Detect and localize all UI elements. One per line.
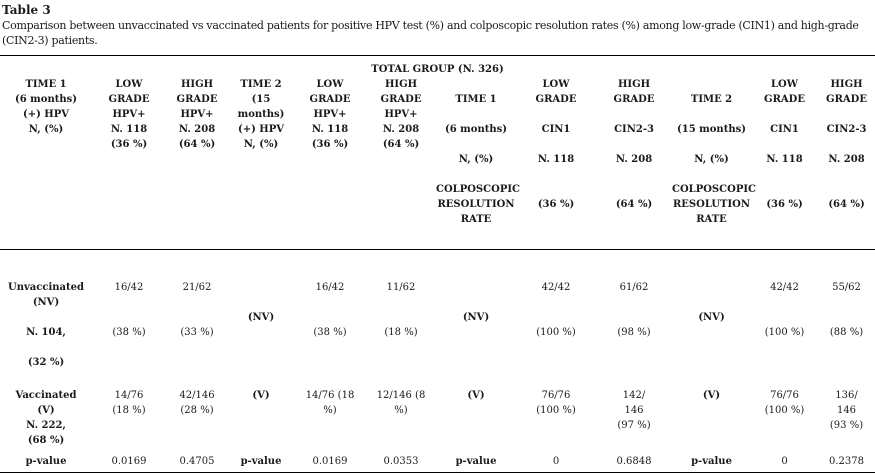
header-cell-time2-colposcopic: TIME 2 (15 months) N, (%) COLPOSCOPIC RE…: [672, 94, 756, 225]
data-cell-nv-label: (NV): [247, 312, 275, 323]
table-label: Table 3: [2, 3, 51, 17]
data-cell: 42/42 (100 %): [764, 282, 805, 338]
data-cell: 12/146 (8 %): [376, 390, 426, 416]
header-cell-high-grade-cin23-2: HIGH GRADE CIN2-3 N. 208 (64 %): [826, 79, 867, 210]
header-cell-low-grade-cin1-2: LOW GRADE CIN1 N. 118 (36 %): [764, 79, 805, 210]
row-stub-unvaccinated: Unvaccinated (NV) N. 104, (32 %): [8, 282, 84, 368]
pvalue-cell: 0: [781, 456, 788, 467]
header-cell-time2-hpv: TIME 2 (15 months) (+) HPV N, (%): [237, 79, 285, 150]
table-caption: Comparison between unvaccinated vs vacci…: [2, 19, 859, 47]
pvalue-cell: 0.0169: [111, 456, 147, 467]
header-cell-high-grade-cin23-1: HIGH GRADE CIN2-3 N. 208 (64 %): [613, 79, 655, 210]
row-stub-pvalue: p-value: [25, 456, 67, 467]
table-row-vaccinated: Vaccinated (V) N. 222, (68 %) 14/76 (18 …: [0, 388, 875, 448]
row-stub-vaccinated: Vaccinated (V) N. 222, (68 %): [15, 390, 77, 446]
table-bottom-rule: [0, 472, 875, 473]
data-cell: 42/42 (100 %): [536, 282, 576, 338]
pvalue-cell: 0.0353: [383, 456, 419, 467]
pvalue-label: p-value: [240, 456, 282, 467]
pvalue-label: p-value: [691, 456, 732, 467]
header-cell-time1-colposcopic: TIME 1 (6 months) N, (%) COLPOSCOPIC RES…: [436, 94, 520, 225]
pvalue-cell: 0.6848: [616, 456, 652, 467]
data-cell-v-label: (V): [252, 390, 270, 401]
table-top-rule: [0, 55, 875, 56]
data-cell: 42/146 (28 %): [179, 390, 215, 416]
header-cell-low-grade-hpv-2: LOW GRADE HPV+ N. 118 (36 %): [309, 79, 351, 150]
data-cell: 16/42 (38 %): [112, 282, 146, 338]
pvalue-cell: 0: [552, 456, 560, 467]
data-cell: 61/62 (98 %): [617, 282, 651, 338]
data-cell-v-label: (V): [467, 390, 485, 401]
data-cell: 14/76 (18 %): [305, 390, 355, 416]
header-cell-time1-hpv: TIME 1 (6 months) (+) HPV N, (%): [15, 79, 77, 135]
data-cell: 76/76 (100 %): [536, 390, 576, 416]
data-cell: 55/62 (88 %): [829, 282, 864, 338]
data-cell-nv-label: (NV): [462, 312, 490, 323]
data-cell: 16/42 (38 %): [313, 282, 347, 338]
data-cell: 142/ 146 (97 %): [617, 390, 651, 431]
header-cell-high-grade-hpv-1: HIGH GRADE HPV+ N. 208 (64 %): [176, 79, 218, 150]
pvalue-cell: 0.0169: [312, 456, 348, 467]
header-body-divider-rule: [0, 249, 875, 250]
table-row-unvaccinated: Unvaccinated (NV) N. 104, (32 %) 16/42 (…: [0, 280, 875, 370]
data-cell: 21/62 (33 %): [180, 282, 214, 338]
pvalue-label: p-value: [455, 456, 497, 467]
table-header-row: TIME 1 (6 months) (+) HPV N, (%) LOW GRA…: [0, 77, 875, 227]
pvalue-cell: 0.2378: [829, 456, 864, 467]
data-cell-nv-label: (NV): [698, 312, 725, 323]
data-cell: 11/62 (18 %): [384, 282, 418, 338]
header-cell-low-grade-hpv-1: LOW GRADE HPV+ N. 118 (36 %): [108, 79, 150, 150]
header-cell-high-grade-hpv-2: HIGH GRADE HPV+ N. 208 (64 %): [380, 79, 422, 150]
data-cell: 14/76 (18 %): [112, 390, 146, 416]
table-row-pvalue: p-value 0.0169 0.4705 p-value 0.0169 0.0…: [0, 454, 875, 469]
data-cell-v-label: (V): [702, 390, 721, 401]
data-cell: 136/ 146 (93 %): [829, 390, 864, 431]
data-cell: 76/76 (100 %): [764, 390, 805, 416]
header-cell-low-grade-cin1-1: LOW GRADE CIN1 N. 118 (36 %): [535, 79, 577, 210]
pvalue-cell: 0.4705: [179, 456, 215, 467]
total-group-header: TOTAL GROUP (N. 326): [371, 64, 504, 75]
